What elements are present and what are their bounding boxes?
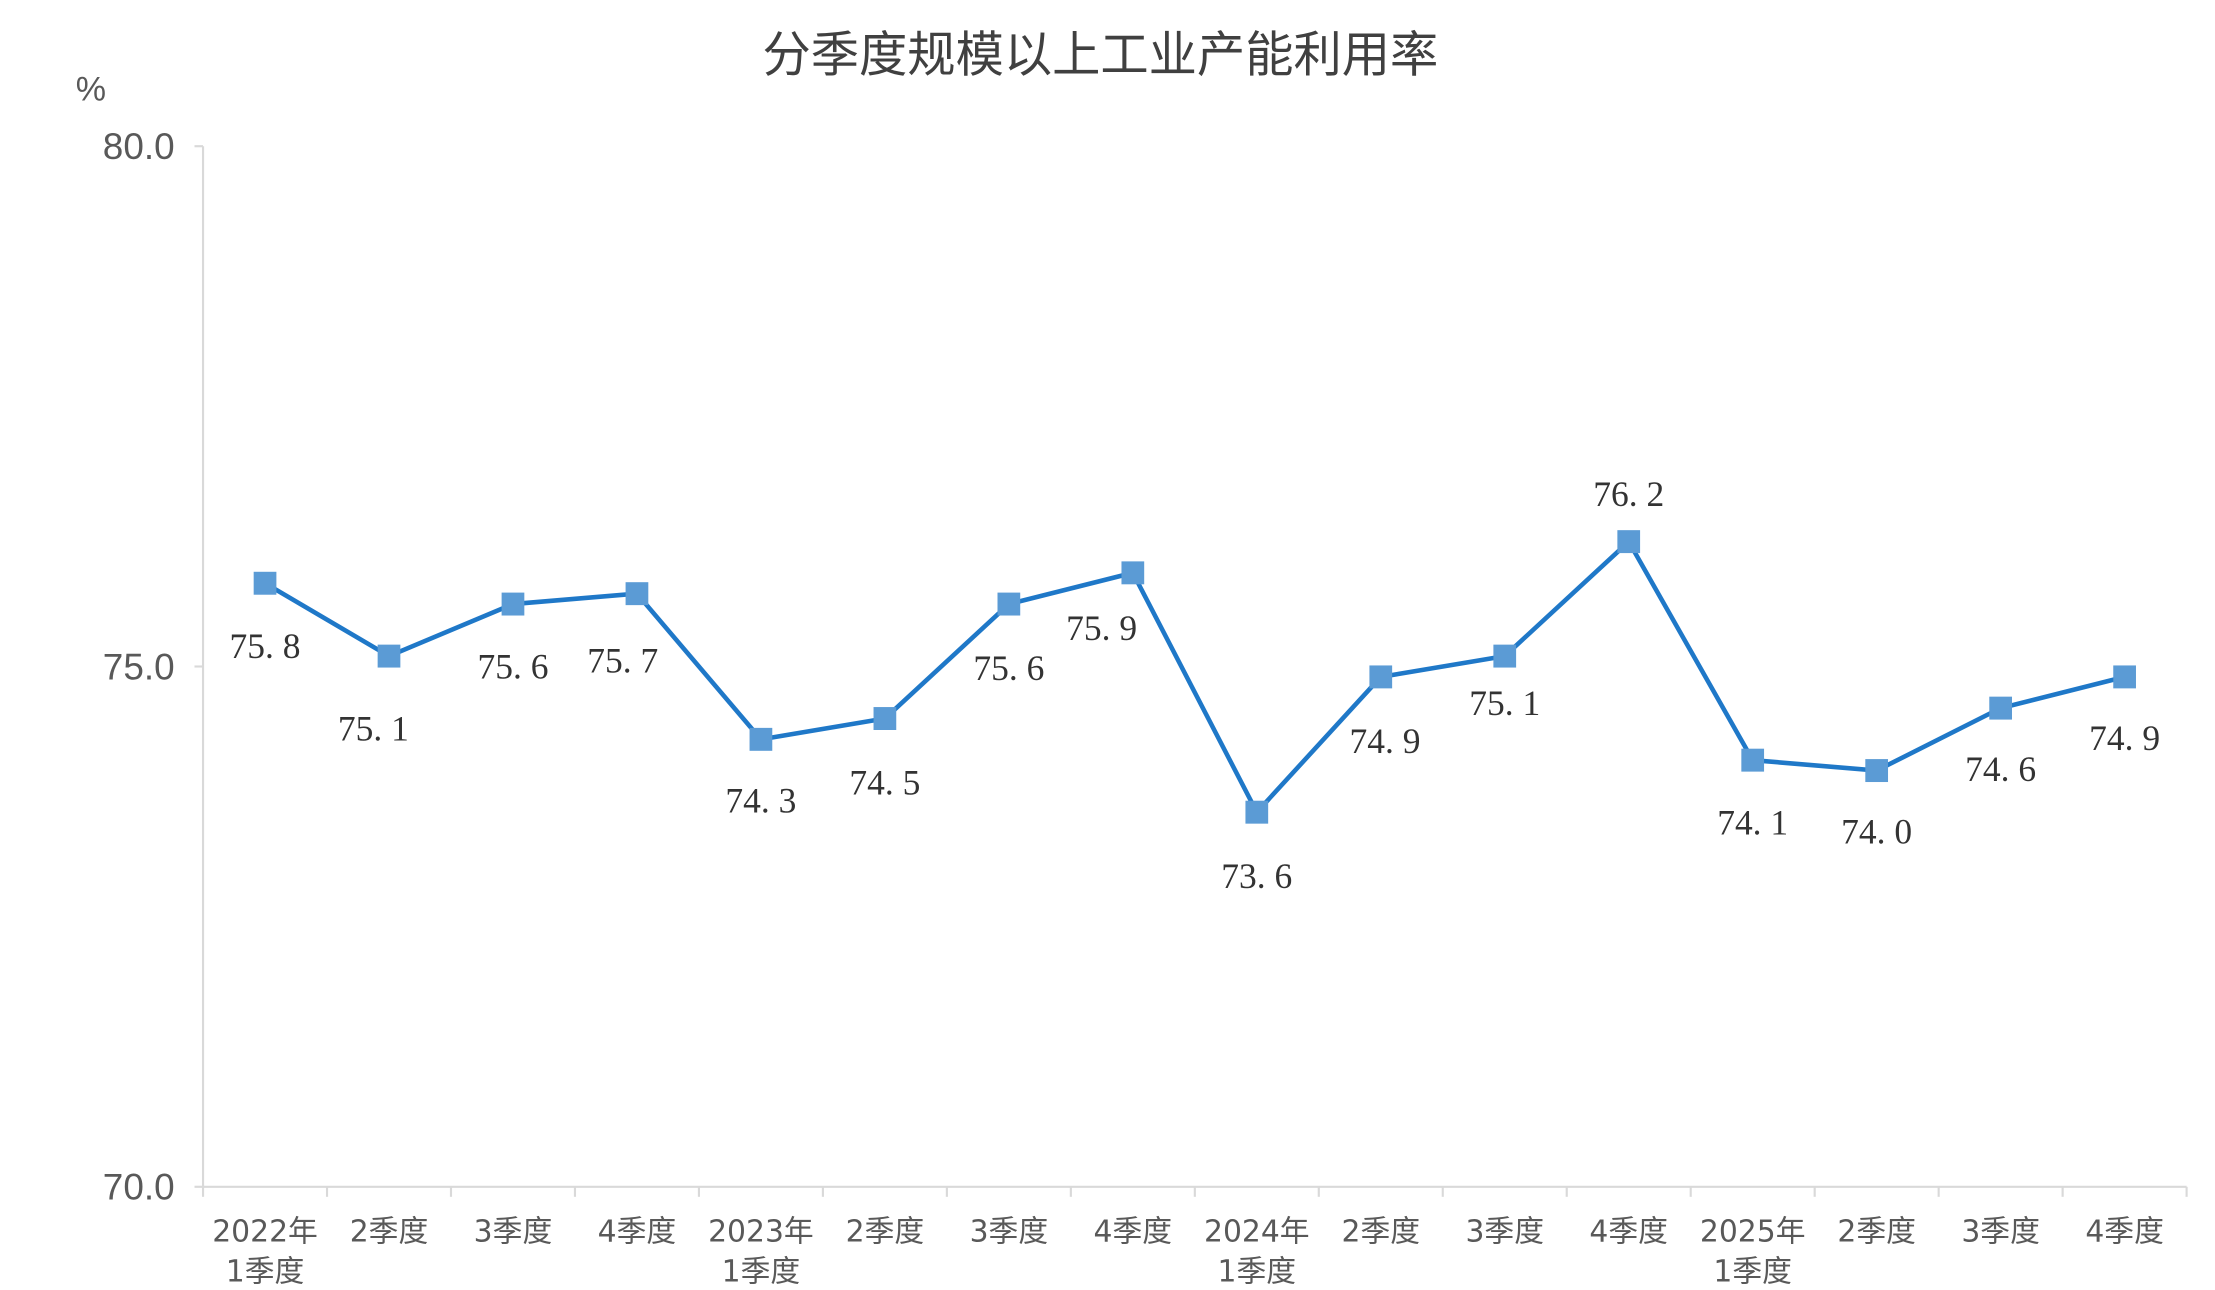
data-label: 74. 9 xyxy=(1350,721,1421,761)
data-label: 75. 6 xyxy=(477,646,548,686)
data-point-marker xyxy=(2113,665,2136,689)
x-tick-label: 3季度 xyxy=(474,1214,553,1249)
chart-title: 分季度规模以上工业产能利用率 xyxy=(762,27,1438,83)
x-tick-label: 1季度 xyxy=(226,1254,305,1289)
x-tick-label: 2025年 xyxy=(1700,1214,1806,1249)
data-label: 74. 1 xyxy=(1717,803,1788,843)
y-axis-unit: % xyxy=(76,70,106,108)
data-label: 75. 6 xyxy=(973,648,1044,688)
data-label: 75. 1 xyxy=(1469,683,1540,723)
y-tick-label: 75.0 xyxy=(103,645,175,687)
data-point-marker xyxy=(377,644,401,668)
data-point-marker xyxy=(1741,748,1765,772)
data-point-marker xyxy=(873,707,897,730)
data-label: 74. 0 xyxy=(1841,812,1912,852)
x-tick-label: 4季度 xyxy=(2085,1214,2164,1249)
data-point-marker xyxy=(1617,530,1641,554)
data-label: 74. 3 xyxy=(725,780,796,820)
x-tick-label: 1季度 xyxy=(1218,1254,1297,1289)
data-point-marker xyxy=(1369,665,1393,689)
data-point-marker xyxy=(1493,644,1517,668)
y-tick-label: 80.0 xyxy=(103,125,175,167)
data-label: 75. 1 xyxy=(338,709,409,749)
x-tick-label: 3季度 xyxy=(970,1214,1049,1249)
x-tick-label: 2024年 xyxy=(1204,1214,1310,1249)
x-tick-label: 1季度 xyxy=(722,1254,801,1289)
data-label: 74. 5 xyxy=(849,762,920,802)
data-point-marker xyxy=(1245,800,1269,824)
data-point-marker xyxy=(625,582,649,606)
x-tick-label: 2季度 xyxy=(350,1214,429,1249)
x-tick-label: 2023年 xyxy=(708,1214,814,1249)
data-point-marker xyxy=(997,592,1021,616)
data-point-marker xyxy=(1989,696,2013,720)
data-point-marker xyxy=(1121,561,1145,585)
data-label: 75. 8 xyxy=(230,626,301,666)
x-tick-label: 3季度 xyxy=(1961,1214,2040,1249)
y-tick-label: 70.0 xyxy=(103,1166,175,1208)
data-label: 75. 9 xyxy=(1066,608,1137,648)
x-tick-label: 2季度 xyxy=(846,1214,925,1249)
data-point-marker xyxy=(501,592,525,616)
data-label: 74. 9 xyxy=(2089,718,2160,758)
data-point-marker xyxy=(749,727,773,751)
x-tick-label: 3季度 xyxy=(1465,1214,1544,1249)
x-tick-label: 4季度 xyxy=(598,1214,677,1249)
x-tick-label: 4季度 xyxy=(1589,1214,1668,1249)
x-tick-label: 2022年 xyxy=(212,1214,318,1249)
data-label: 74. 6 xyxy=(1965,749,2036,789)
data-point-marker xyxy=(1865,759,1889,783)
data-point-marker xyxy=(253,571,277,595)
series-line xyxy=(263,538,2126,817)
data-label: 73. 6 xyxy=(1221,856,1292,896)
data-label: 75. 7 xyxy=(587,640,658,680)
x-tick-label: 2季度 xyxy=(1341,1214,1420,1249)
x-tick-label: 2季度 xyxy=(1837,1214,1916,1249)
data-label: 76. 2 xyxy=(1593,474,1664,514)
x-tick-label: 1季度 xyxy=(1713,1254,1792,1289)
x-tick-label: 4季度 xyxy=(1094,1214,1173,1249)
